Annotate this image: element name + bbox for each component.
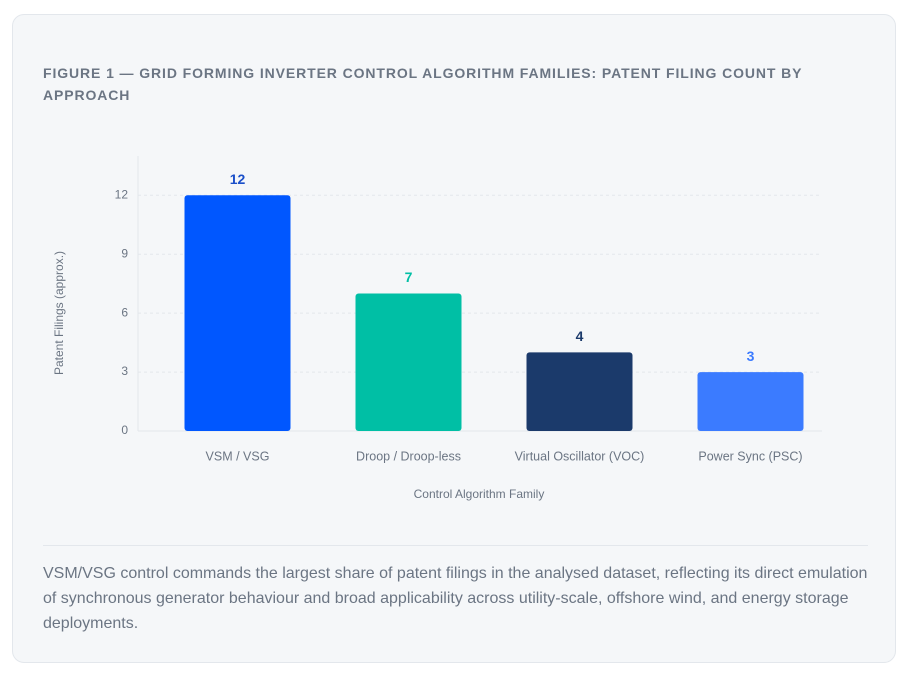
bar: [355, 293, 462, 431]
x-tick-label: Droop / Droop-less: [356, 449, 461, 463]
x-tick-label: Virtual Oscillator (VOC): [515, 449, 645, 463]
value-label: 4: [576, 328, 584, 344]
chart-title: FIGURE 1 — GRID FORMING INVERTER CONTROL…: [43, 65, 803, 103]
x-axis-title: Control Algorithm Family: [414, 487, 545, 501]
separator: [43, 545, 868, 546]
bar: [526, 352, 633, 431]
value-label: 3: [747, 348, 755, 364]
caption: VSM/VSG control commands the largest sha…: [43, 565, 868, 632]
bar: [697, 372, 804, 431]
y-tick-label: 3: [121, 364, 128, 378]
x-tick-label: Power Sync (PSC): [698, 449, 802, 463]
value-label: 12: [230, 171, 246, 187]
y-tick-label: 12: [115, 187, 129, 201]
x-tick-label: VSM / VSG: [206, 449, 270, 463]
bar: [184, 195, 291, 431]
y-tick-label: 6: [121, 305, 128, 319]
value-label: 7: [405, 269, 413, 285]
y-axis-title: Patent Filings (approx.): [52, 251, 66, 375]
y-tick-label: 0: [121, 423, 128, 437]
card: FIGURE 1 — GRID FORMING INVERTER CONTROL…: [12, 14, 896, 663]
y-tick-label: 9: [121, 246, 128, 260]
